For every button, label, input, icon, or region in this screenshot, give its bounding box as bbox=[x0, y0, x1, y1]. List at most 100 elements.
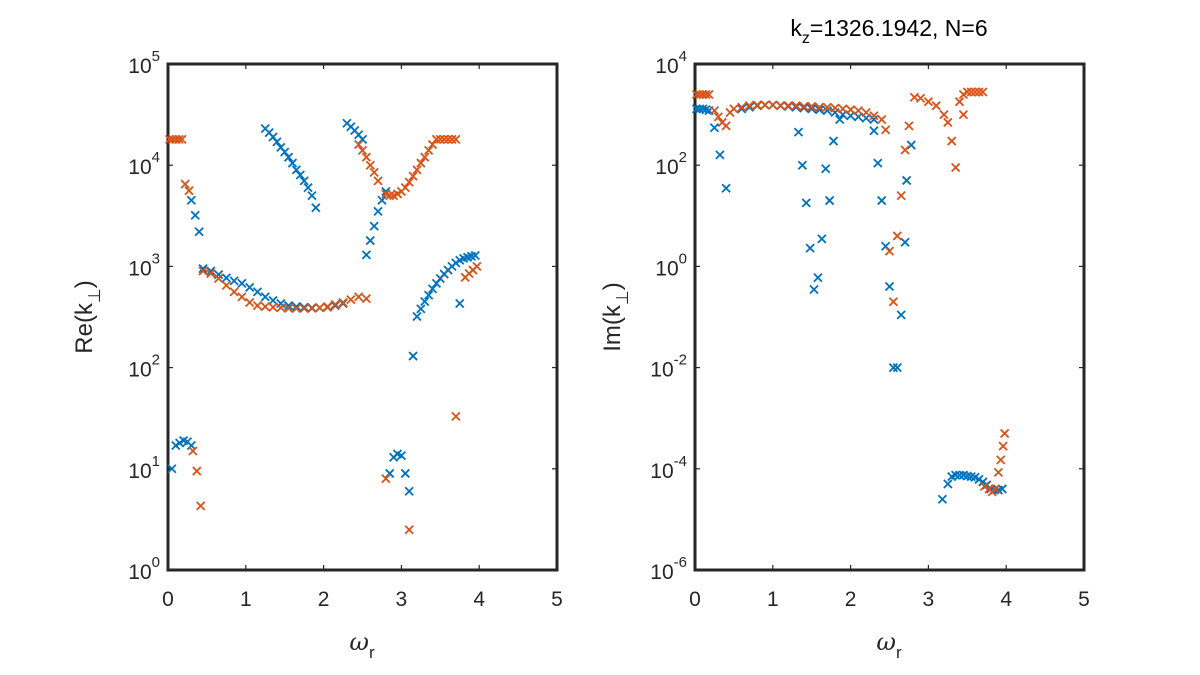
left-point-blue bbox=[221, 273, 231, 283]
left-point-orange bbox=[408, 171, 418, 181]
right-point-orange bbox=[884, 246, 895, 256]
right-point-orange bbox=[923, 97, 934, 107]
left-point-orange bbox=[221, 280, 231, 290]
left-point-orange bbox=[373, 176, 383, 186]
left-point-blue bbox=[412, 311, 422, 322]
left-point-orange bbox=[245, 297, 255, 308]
right-xtick-label: 1 bbox=[767, 588, 779, 611]
right-point-orange bbox=[713, 112, 723, 122]
axes-right-xtick-labels: 0 1 2 3 4 5 bbox=[689, 588, 1090, 611]
right-point-orange bbox=[896, 191, 906, 201]
left-point-orange bbox=[276, 303, 286, 313]
right-point-orange bbox=[974, 87, 984, 97]
right-point-blue bbox=[901, 175, 912, 186]
right-xtick-label: 0 bbox=[689, 588, 701, 611]
right-xtick-label: 3 bbox=[923, 588, 935, 611]
right-point-blue bbox=[709, 123, 720, 133]
right-point-orange bbox=[970, 87, 980, 97]
right-xtick-label: 2 bbox=[845, 588, 857, 611]
right-point-orange bbox=[947, 136, 957, 146]
right-point-blue bbox=[821, 164, 831, 174]
left-point-orange bbox=[260, 302, 270, 312]
left-point-orange bbox=[184, 186, 194, 196]
right-point-orange bbox=[791, 101, 801, 111]
left-point-blue bbox=[303, 183, 313, 193]
left-point-orange bbox=[353, 139, 364, 150]
left-point-orange bbox=[315, 303, 325, 313]
left-point-blue bbox=[369, 221, 379, 231]
left-point-orange bbox=[206, 268, 216, 279]
right-point-blue bbox=[877, 195, 887, 206]
left-point-blue bbox=[404, 486, 414, 496]
right-point-orange bbox=[783, 101, 793, 111]
left-ytick-label: 105 bbox=[128, 48, 160, 78]
left-point-blue bbox=[245, 282, 255, 293]
left-point-blue bbox=[229, 276, 239, 286]
right-point-blue bbox=[701, 105, 711, 115]
left-point-orange bbox=[229, 287, 239, 297]
left-point-orange bbox=[283, 303, 294, 313]
right-point-blue bbox=[828, 136, 839, 146]
left-point-orange bbox=[431, 134, 442, 145]
right-point-blue bbox=[797, 160, 808, 170]
left-point-orange bbox=[361, 294, 372, 304]
right-point-orange bbox=[744, 101, 755, 111]
right-ytick-label: 100 bbox=[655, 250, 687, 280]
left-point-blue bbox=[377, 195, 387, 205]
right-point-orange bbox=[1000, 428, 1010, 439]
right-point-orange bbox=[950, 162, 961, 173]
right-point-orange bbox=[768, 100, 778, 110]
left-point-orange bbox=[180, 179, 190, 189]
right-point-blue bbox=[793, 127, 804, 137]
right-point-orange bbox=[830, 103, 840, 113]
left-point-blue bbox=[283, 300, 294, 311]
right-point-blue bbox=[809, 284, 819, 295]
left-point-blue bbox=[283, 152, 294, 162]
right-point-orange bbox=[845, 105, 856, 115]
left-ytick-label: 101 bbox=[128, 453, 160, 483]
right-point-blue bbox=[884, 281, 895, 292]
left-point-blue bbox=[252, 287, 263, 297]
right-point-blue bbox=[715, 150, 725, 160]
axes-left-ytick-labels: 100 101 102 103 104 105 bbox=[128, 48, 160, 584]
right-point-orange bbox=[775, 101, 786, 111]
right-point-orange bbox=[853, 105, 864, 116]
right-point-blue bbox=[744, 102, 755, 112]
right-point-orange bbox=[721, 121, 731, 131]
right-point-blue bbox=[813, 272, 823, 283]
left-point-blue bbox=[408, 351, 418, 361]
left-xtick-label: 4 bbox=[473, 588, 485, 611]
right-point-orange bbox=[958, 109, 969, 120]
right-point-blue bbox=[869, 114, 879, 125]
right-point-blue bbox=[873, 158, 883, 168]
right-point-blue bbox=[906, 140, 916, 150]
left-point-blue bbox=[206, 266, 216, 276]
left-point-orange bbox=[268, 302, 278, 312]
left-point-blue bbox=[268, 295, 278, 306]
left-point-orange bbox=[472, 261, 482, 272]
right-point-orange bbox=[869, 111, 879, 121]
left-point-blue bbox=[420, 296, 430, 307]
left-xtick-label: 5 bbox=[551, 588, 563, 611]
axes-left-xlabel: ωr bbox=[349, 628, 375, 662]
left-point-orange bbox=[188, 446, 198, 456]
left-point-blue bbox=[237, 278, 247, 288]
left-point-orange bbox=[192, 466, 202, 476]
left-point-blue bbox=[455, 298, 465, 309]
right-point-orange bbox=[737, 102, 747, 112]
right-xtick-label: 5 bbox=[1078, 588, 1090, 611]
left-point-orange bbox=[338, 297, 348, 308]
right-point-orange bbox=[838, 104, 848, 114]
left-point-orange bbox=[385, 191, 395, 201]
right-point-orange bbox=[877, 114, 887, 125]
right-point-orange bbox=[760, 100, 770, 110]
left-point-orange bbox=[412, 165, 422, 175]
left-point-blue bbox=[427, 284, 438, 294]
left-point-orange bbox=[357, 145, 368, 156]
left-point-orange bbox=[361, 152, 372, 162]
right-point-blue bbox=[888, 362, 899, 373]
left-point-orange bbox=[365, 160, 375, 170]
right-point-orange bbox=[904, 121, 914, 131]
left-point-blue bbox=[198, 264, 208, 274]
left-point-blue bbox=[299, 176, 309, 186]
